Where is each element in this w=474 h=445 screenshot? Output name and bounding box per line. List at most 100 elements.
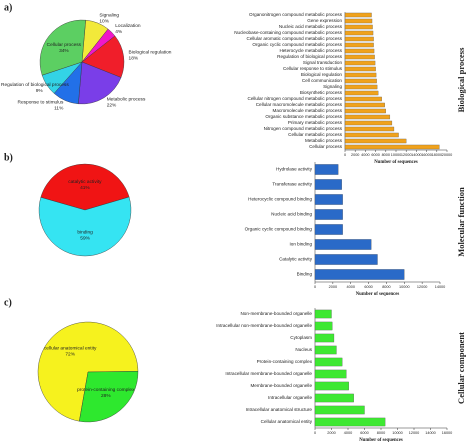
x-tick-label: 6000 (360, 431, 368, 435)
category-label: Biological regulation (301, 72, 343, 77)
bar (344, 30, 374, 36)
bar (344, 114, 391, 120)
category-label: Ion binding (290, 242, 313, 247)
x-tick-label: 8000 (382, 153, 390, 157)
bar (314, 209, 343, 220)
pie-value: 4% (115, 29, 123, 35)
category-label: Intracellular membrane-bounded organelle (225, 371, 312, 376)
bar (344, 18, 373, 24)
category-label: Transferase activity (272, 182, 312, 187)
bar (314, 417, 386, 427)
category-label: Metabolic process (305, 138, 343, 143)
panel-letter: b) (4, 152, 13, 163)
bar (314, 333, 335, 343)
bar (314, 321, 333, 331)
category-label: Macromolecule metabolic process (273, 108, 343, 113)
category-label: Cellular process (309, 144, 343, 149)
pie-label: Cellular process (47, 42, 82, 48)
x-tick-label: 18000 (432, 153, 443, 157)
bar (344, 42, 374, 48)
pie-slice (79, 371, 139, 423)
category-label: Protein-containing complex (257, 359, 313, 364)
x-tick-label: 2000 (351, 153, 359, 157)
pie-value: 72% (65, 351, 75, 357)
category-label: Organic cyclic compound binding (245, 227, 313, 232)
bar (344, 144, 440, 150)
x-tick-label: 0 (344, 153, 346, 157)
bar (344, 66, 376, 72)
bar (314, 345, 337, 355)
pie-label: Biological regulation (129, 49, 172, 55)
bar (344, 78, 377, 84)
pie-label: Regulation of biological process (1, 82, 69, 88)
pie-value: 22% (107, 102, 117, 108)
pie-label: Signaling (99, 13, 119, 19)
x-tick-label: 8000 (377, 431, 385, 435)
category-label: Signal transduction (303, 60, 343, 65)
x-tick-label: 8000 (382, 285, 390, 289)
side-title: Molecular function (456, 187, 466, 257)
pie-label: Localization (115, 23, 141, 29)
x-tick-label: 14000 (435, 285, 446, 289)
category-label: Signaling (323, 84, 342, 89)
x-tick-label: 10000 (392, 431, 403, 435)
pie-value: 11% (54, 105, 64, 111)
x-axis-label: Number of sequences (359, 438, 403, 443)
x-tick-label: 20000 (442, 153, 453, 157)
category-label: Nucleic acid metabolic process (279, 24, 343, 29)
category-label: Catalytic activity (279, 257, 313, 262)
category-label: Cellular aromatic compound metabolic pro… (247, 36, 343, 41)
category-label: Hydrolase activity (276, 167, 313, 172)
x-tick-label: 10000 (399, 285, 410, 289)
category-label: Regulation of biological process (277, 54, 343, 59)
category-label: Biosynthetic process (300, 90, 343, 95)
bar (344, 72, 377, 78)
bar (314, 179, 342, 190)
pie-value: 18% (129, 55, 139, 61)
pie-value: 10% (99, 19, 109, 25)
category-label: Cellular metabolic process (288, 132, 343, 137)
category-label: Non-membrane-bounded organelle (240, 311, 312, 316)
pie-label: cellular anatomical entity (44, 345, 97, 351)
category-label: Intracellular anatomical structure (246, 407, 313, 412)
category-label: Cellular macromolecule metabolic process (256, 102, 343, 107)
bar (344, 84, 378, 90)
pie-value: 34% (59, 48, 69, 54)
pie-label: Response to stimulus (18, 99, 64, 105)
bar (344, 132, 399, 138)
pie-slice (81, 35, 125, 78)
category-label: Organic substance metabolic process (265, 114, 342, 119)
bar (344, 138, 407, 144)
side-title: Biological process (456, 47, 466, 112)
category-label: Cellular anatomical entity (261, 419, 313, 424)
x-tick-label: 12000 (401, 153, 412, 157)
pie-slice (37, 321, 139, 422)
bar (344, 48, 375, 54)
pie-value: 28% (101, 393, 111, 399)
bar (344, 108, 386, 114)
bar (314, 224, 343, 235)
pie-label: catalytic activity (68, 179, 102, 185)
category-label: Cellular nitrogen compound metabolic pro… (248, 96, 343, 101)
x-axis-label: Number of sequences (356, 292, 400, 297)
pie-label: Metabolic process (107, 96, 146, 102)
pie-label: binding (77, 230, 93, 236)
bar (344, 102, 385, 108)
pie-slice (39, 19, 86, 76)
x-tick-label: 12000 (409, 431, 420, 435)
pie-slice (38, 196, 132, 257)
category-label: Nucleobase-containing compound metabolic… (234, 30, 342, 35)
x-tick-label: 2000 (327, 431, 335, 435)
category-label: Cytoplasm (290, 335, 312, 340)
pie-slice (40, 163, 130, 211)
category-label: Membrane-bounded organelle (250, 383, 312, 388)
category-label: Cellular response to stimulus (283, 66, 343, 71)
bar (314, 381, 349, 391)
bar (314, 309, 332, 319)
bar (314, 239, 372, 250)
x-tick-label: 2000 (329, 285, 337, 289)
pie-value: 9% (36, 88, 44, 94)
bar (344, 24, 373, 30)
bar (314, 369, 347, 379)
x-tick-label: 16000 (421, 153, 432, 157)
